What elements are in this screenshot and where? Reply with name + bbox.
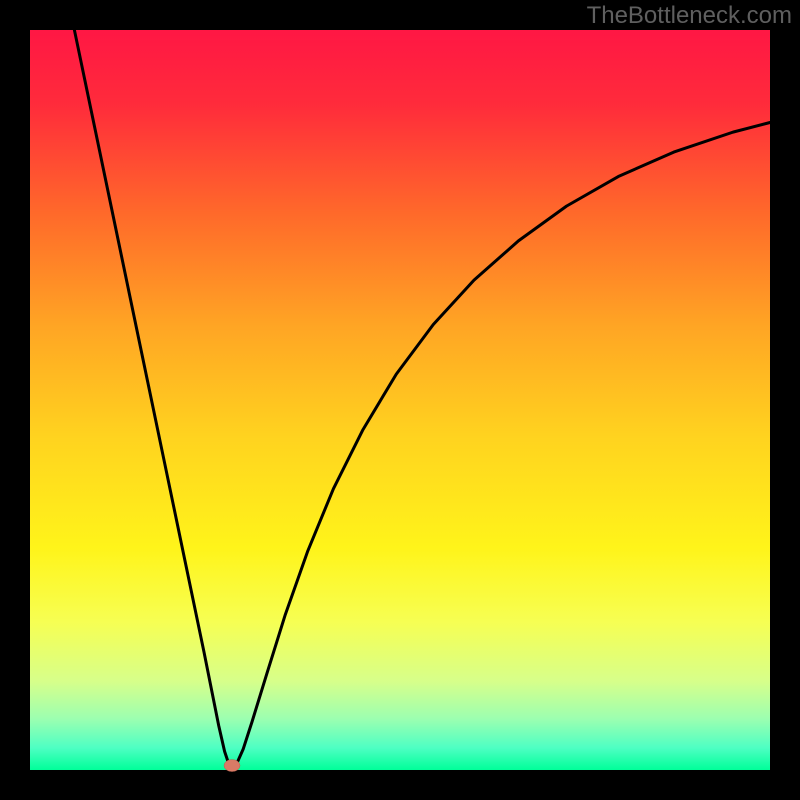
chart-plot-area <box>30 30 770 770</box>
watermark-text: TheBottleneck.com <box>587 2 792 30</box>
bottleneck-chart <box>0 0 800 800</box>
optimal-point-marker <box>224 760 240 772</box>
